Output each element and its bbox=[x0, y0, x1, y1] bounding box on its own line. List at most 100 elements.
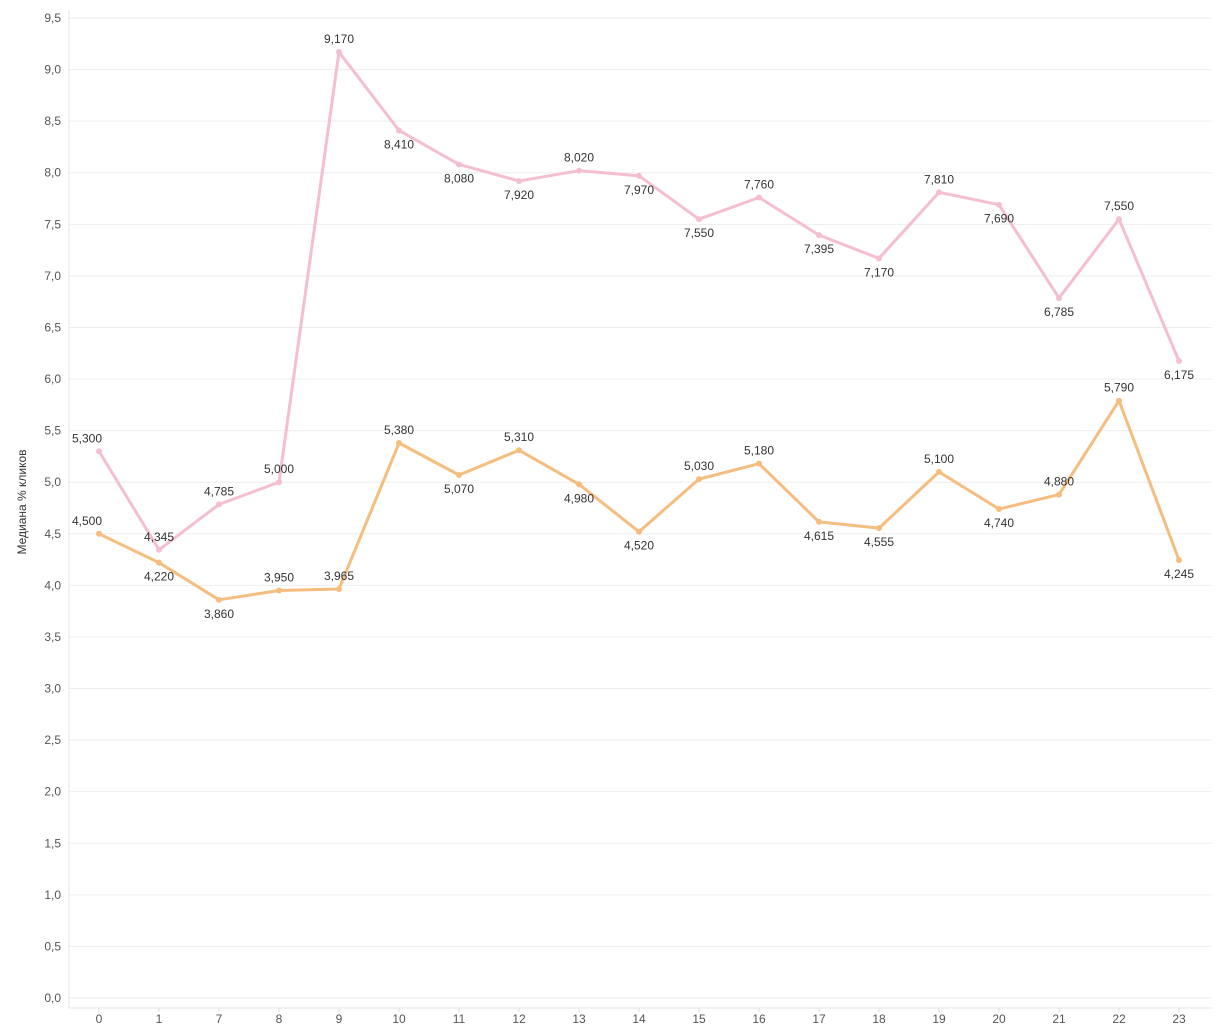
data-point bbox=[876, 525, 882, 532]
data-point bbox=[456, 161, 462, 168]
data-label: 7,810 bbox=[924, 172, 954, 186]
data-label: 8,020 bbox=[564, 151, 594, 165]
y-tick-label: 6,0 bbox=[44, 372, 61, 386]
data-label: 4,500 bbox=[72, 514, 102, 528]
y-axis-title: Медиана % кликов bbox=[15, 449, 29, 554]
x-tick-label: 10 bbox=[392, 1012, 406, 1026]
data-label: 5,070 bbox=[444, 482, 474, 496]
data-point bbox=[936, 189, 942, 196]
x-tick-label: 15 bbox=[692, 1012, 706, 1026]
x-tick-label: 0 bbox=[96, 1012, 103, 1026]
x-tick-label: 18 bbox=[872, 1012, 886, 1026]
x-tick-label: 23 bbox=[1172, 1012, 1186, 1026]
y-tick-label: 0,0 bbox=[44, 991, 61, 1005]
data-point bbox=[1056, 491, 1062, 498]
data-point bbox=[396, 127, 402, 134]
y-tick-label: 2,5 bbox=[44, 733, 61, 747]
data-label: 7,170 bbox=[864, 265, 894, 279]
x-tick-label: 11 bbox=[453, 1012, 466, 1026]
data-label: 9,170 bbox=[324, 32, 354, 46]
x-tick-label: 8 bbox=[276, 1012, 283, 1026]
data-point bbox=[1116, 216, 1122, 223]
x-tick-label: 21 bbox=[1052, 1012, 1066, 1026]
data-label: 4,520 bbox=[624, 539, 654, 553]
data-label: 4,880 bbox=[1044, 475, 1074, 489]
y-tick-label: 7,0 bbox=[44, 269, 61, 283]
grid-layer bbox=[69, 17, 1212, 999]
data-label: 8,080 bbox=[444, 171, 474, 185]
y-tick-label: 3,5 bbox=[44, 630, 61, 644]
data-label: 3,950 bbox=[264, 571, 294, 585]
x-tick-label: 13 bbox=[572, 1012, 586, 1026]
x-tick-label: 22 bbox=[1112, 1012, 1126, 1026]
data-label: 5,030 bbox=[684, 459, 714, 473]
data-point bbox=[96, 530, 102, 537]
data-point bbox=[576, 481, 582, 488]
x-tick-label: 17 bbox=[812, 1012, 826, 1026]
data-point bbox=[1176, 358, 1182, 364]
y-tick-label: 5,5 bbox=[44, 424, 61, 438]
series-layer bbox=[96, 49, 1182, 603]
data-point bbox=[996, 506, 1002, 513]
x-tick-label: 7 bbox=[216, 1012, 223, 1026]
data-label: 5,310 bbox=[504, 430, 534, 444]
data-label: 4,615 bbox=[804, 529, 834, 543]
data-label: 4,740 bbox=[984, 516, 1014, 530]
data-label: 6,175 bbox=[1164, 368, 1194, 382]
data-label: 7,690 bbox=[984, 212, 1014, 226]
data-point bbox=[636, 528, 642, 535]
data-point bbox=[276, 479, 282, 486]
y-tick-label: 5,0 bbox=[44, 475, 61, 489]
x-tick-label: 14 bbox=[632, 1012, 646, 1026]
data-label: 5,790 bbox=[1104, 381, 1134, 395]
y-tick-label: 8,5 bbox=[44, 114, 61, 128]
data-label: 6,785 bbox=[1044, 305, 1074, 319]
data-label: 7,970 bbox=[624, 183, 654, 197]
data-label: 7,395 bbox=[804, 242, 834, 256]
data-label: 7,550 bbox=[1104, 199, 1134, 213]
data-label: 4,220 bbox=[144, 570, 174, 584]
data-point bbox=[936, 468, 942, 475]
y-tick-label: 4,5 bbox=[44, 527, 61, 541]
y-tick-label: 1,5 bbox=[44, 836, 61, 850]
data-point bbox=[1056, 295, 1062, 302]
data-label: 4,345 bbox=[144, 530, 174, 544]
data-label: 3,860 bbox=[204, 607, 234, 621]
data-point bbox=[636, 172, 642, 179]
data-point bbox=[216, 501, 222, 508]
data-point bbox=[336, 49, 342, 56]
axis-layer bbox=[68, 10, 1212, 1009]
y-tick-label: 2,0 bbox=[44, 785, 61, 799]
data-label: 7,550 bbox=[684, 226, 714, 240]
x-tick-label: 1 bbox=[156, 1012, 163, 1026]
data-label: 5,180 bbox=[744, 444, 774, 458]
data-point bbox=[156, 546, 162, 553]
data-point bbox=[456, 471, 462, 478]
data-label: 4,785 bbox=[204, 484, 234, 498]
data-point bbox=[216, 596, 222, 603]
y-tick-label: 7,5 bbox=[44, 217, 61, 231]
data-label: 4,980 bbox=[564, 491, 594, 505]
data-point bbox=[516, 447, 522, 454]
data-point bbox=[1116, 397, 1122, 404]
y-tick-label: 4,0 bbox=[44, 578, 61, 592]
x-tick-label: 19 bbox=[932, 1012, 946, 1026]
data-point bbox=[756, 194, 762, 201]
data-point bbox=[96, 448, 102, 455]
data-label: 5,300 bbox=[72, 431, 102, 445]
data-point bbox=[816, 232, 822, 239]
data-point bbox=[516, 177, 522, 184]
data-label: 4,555 bbox=[864, 535, 894, 549]
y-tick-label: 3,0 bbox=[44, 682, 61, 696]
data-label: 3,965 bbox=[324, 569, 354, 583]
x-tick-label: 20 bbox=[992, 1012, 1006, 1026]
x-tick-label: 9 bbox=[336, 1012, 343, 1026]
data-point bbox=[696, 476, 702, 483]
x-tick-label: 16 bbox=[752, 1012, 766, 1026]
data-label: 5,000 bbox=[264, 462, 294, 476]
data-label: 8,410 bbox=[384, 137, 414, 151]
data-point bbox=[156, 559, 162, 566]
data-label: 5,100 bbox=[924, 452, 954, 466]
